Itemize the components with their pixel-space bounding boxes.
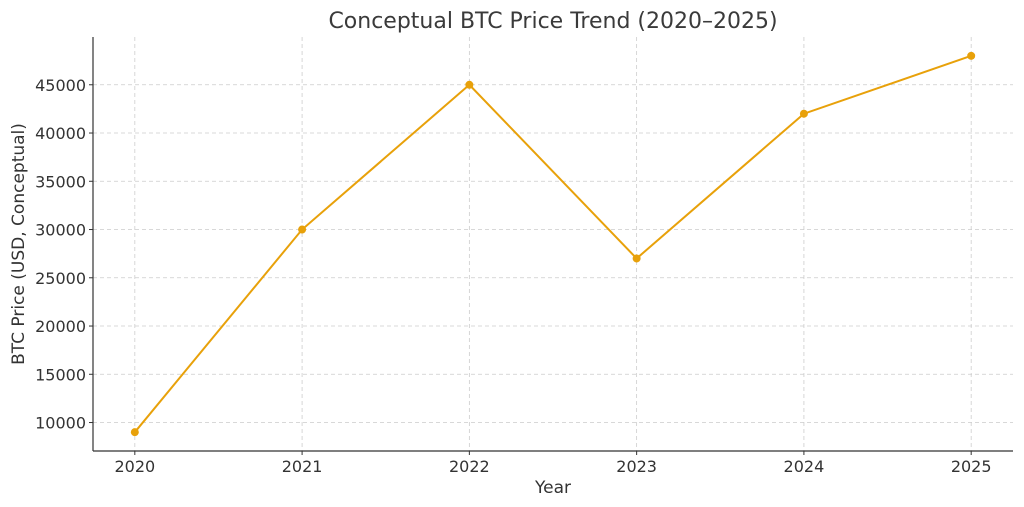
data-point bbox=[632, 254, 641, 263]
y-tick-label: 10000 bbox=[35, 414, 86, 433]
series bbox=[130, 51, 976, 437]
data-point bbox=[465, 80, 474, 89]
y-tick-label: 15000 bbox=[35, 365, 86, 384]
data-point bbox=[298, 225, 307, 234]
x-tick-label: 2021 bbox=[282, 457, 323, 476]
data-point bbox=[130, 428, 139, 437]
y-tick-label: 45000 bbox=[35, 76, 86, 95]
y-tick-label: 20000 bbox=[35, 317, 86, 336]
y-axis-label: BTC Price (USD, Conceptual) bbox=[9, 123, 29, 365]
series-line bbox=[134, 54, 972, 433]
data-point bbox=[967, 51, 976, 60]
x-axis-label: Year bbox=[534, 478, 571, 498]
x-tick-label: 2022 bbox=[449, 457, 490, 476]
y-tick-label: 40000 bbox=[35, 124, 86, 143]
x-tick-label: 2024 bbox=[784, 457, 825, 476]
x-tick-label: 2025 bbox=[951, 457, 992, 476]
grid bbox=[93, 37, 1013, 451]
y-tick-label: 30000 bbox=[35, 221, 86, 240]
x-tick-label: 2023 bbox=[616, 457, 657, 476]
y-tick-label: 25000 bbox=[35, 269, 86, 288]
data-point bbox=[799, 109, 808, 118]
ticks: 2020 2021 2022 2023 2024 2025 10000 15000 20000 2… bbox=[35, 76, 991, 476]
chart-title: Conceptual BTC Price Trend (2020–2025) bbox=[328, 9, 777, 34]
x-tick-label: 2020 bbox=[114, 457, 155, 476]
y-tick-label: 35000 bbox=[35, 172, 86, 191]
